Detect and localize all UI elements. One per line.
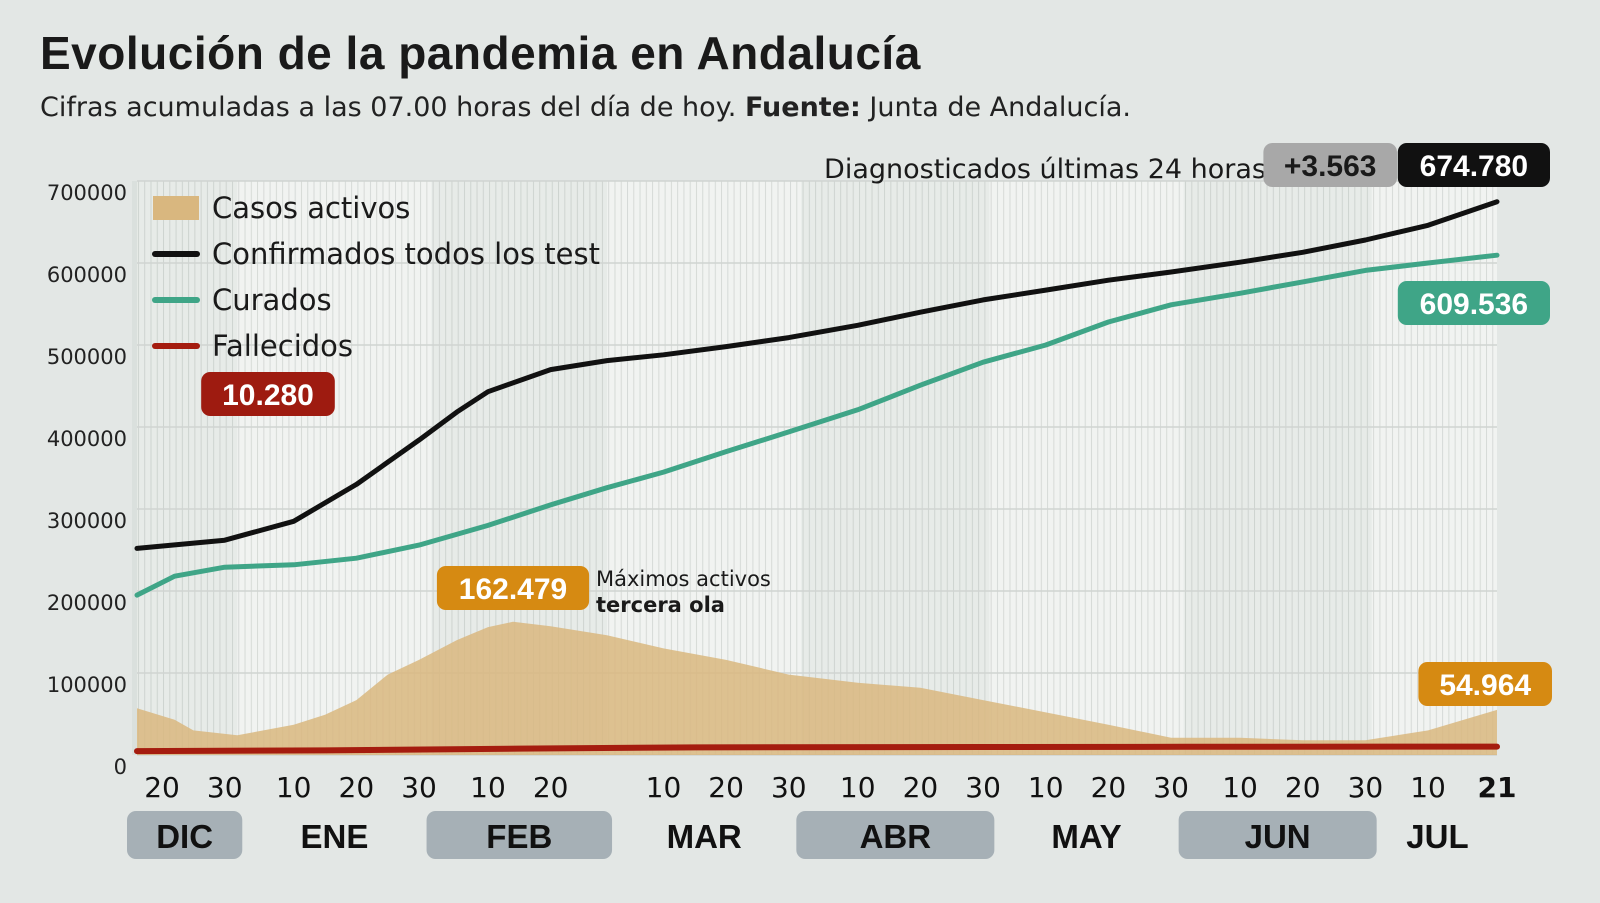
x-tick-label: 20 [533,771,569,804]
diagnosed-24h-label: Diagnosticados últimas 24 horas [824,154,1266,185]
x-tick-label: 10 [1222,771,1258,804]
x-tick-label: 20 [903,771,939,804]
y-tick-label: 400000 [47,427,127,451]
recovered-total-badge: 609.536 [1420,288,1528,321]
legend-label: Confirmados todos los test [212,237,600,271]
month-label: DIC [156,818,213,855]
x-tick-label: 10 [646,771,682,804]
y-tick-label: 500000 [47,345,127,369]
month-band [801,181,990,755]
x-tick-label: 20 [1285,771,1321,804]
x-tick-label: 30 [207,771,243,804]
x-tick-label: 20 [708,771,744,804]
x-tick-label: 30 [771,771,807,804]
y-tick-label: 0 [114,755,127,779]
active-max-note-bold: tercera ola [596,593,725,617]
month-label: ABR [860,818,932,855]
month-label: JUL [1406,818,1468,855]
x-tick-label: 10 [276,771,312,804]
x-tick-label: 10 [470,771,506,804]
x-tick-label: 20 [144,771,180,804]
y-tick-label: 600000 [47,263,127,287]
month-label-bg [1178,811,1377,859]
legend-label: Curados [212,283,332,317]
month-label-bg [127,811,243,859]
month-label: FEB [486,818,552,855]
active-current-badge-bg [1418,662,1552,706]
legend-label: Fallecidos [212,329,353,363]
recovered-total-badge-bg [1397,281,1550,325]
x-tick-label: 30 [965,771,1001,804]
x-tick-label: 10 [840,771,876,804]
legend-swatch [153,196,199,220]
active-max-badge-bg [436,566,590,610]
month-label-bg [796,811,995,859]
x-tick-label: 10 [1028,771,1064,804]
series-line-confirmados-todos-los-test [134,199,1500,551]
y-tick-label: 700000 [47,181,127,205]
x-tick-label: 21 [1478,771,1517,804]
month-label: MAY [1051,818,1121,855]
x-tick-label: 30 [1348,771,1384,804]
series-line-curados [134,252,1500,598]
diagnosed-total-badge-bg [1397,143,1550,187]
diagnosed-24h-delta: +3.563 [1284,150,1377,183]
x-tick-label: 30 [1153,771,1189,804]
month-label-bg [426,811,613,859]
y-tick-label: 300000 [47,509,127,533]
deaths-total-badge: 10.280 [222,379,314,412]
x-tick-label: 30 [401,771,437,804]
diagnosed-total-badge: 674.780 [1420,150,1528,183]
month-label: ENE [300,818,368,855]
subtitle: Cifras acumuladas a las 07.00 horas del … [40,92,1132,123]
active-max-note: Máximos activos [596,567,771,591]
diagnosed-24h-delta-bg [1263,143,1397,187]
series-area-casos-activos [137,621,1497,755]
y-tick-label: 200000 [47,591,127,615]
y-tick-label: 100000 [47,673,127,697]
month-label: MAR [667,818,742,855]
x-tick-label: 10 [1410,771,1446,804]
legend-label: Casos activos [212,191,410,225]
active-max-badge: 162.479 [459,573,567,606]
deaths-total-badge-bg [201,372,335,416]
plot-area [137,181,1497,755]
x-tick-label: 20 [339,771,375,804]
series-line-fallecidos [134,743,1500,755]
month-band [132,181,238,755]
page-title: Evolución de la pandemia en Andalucía [40,27,921,79]
x-tick-label: 20 [1091,771,1127,804]
month-label: JUN [1245,818,1311,855]
active-current-badge: 54.964 [1439,669,1531,702]
